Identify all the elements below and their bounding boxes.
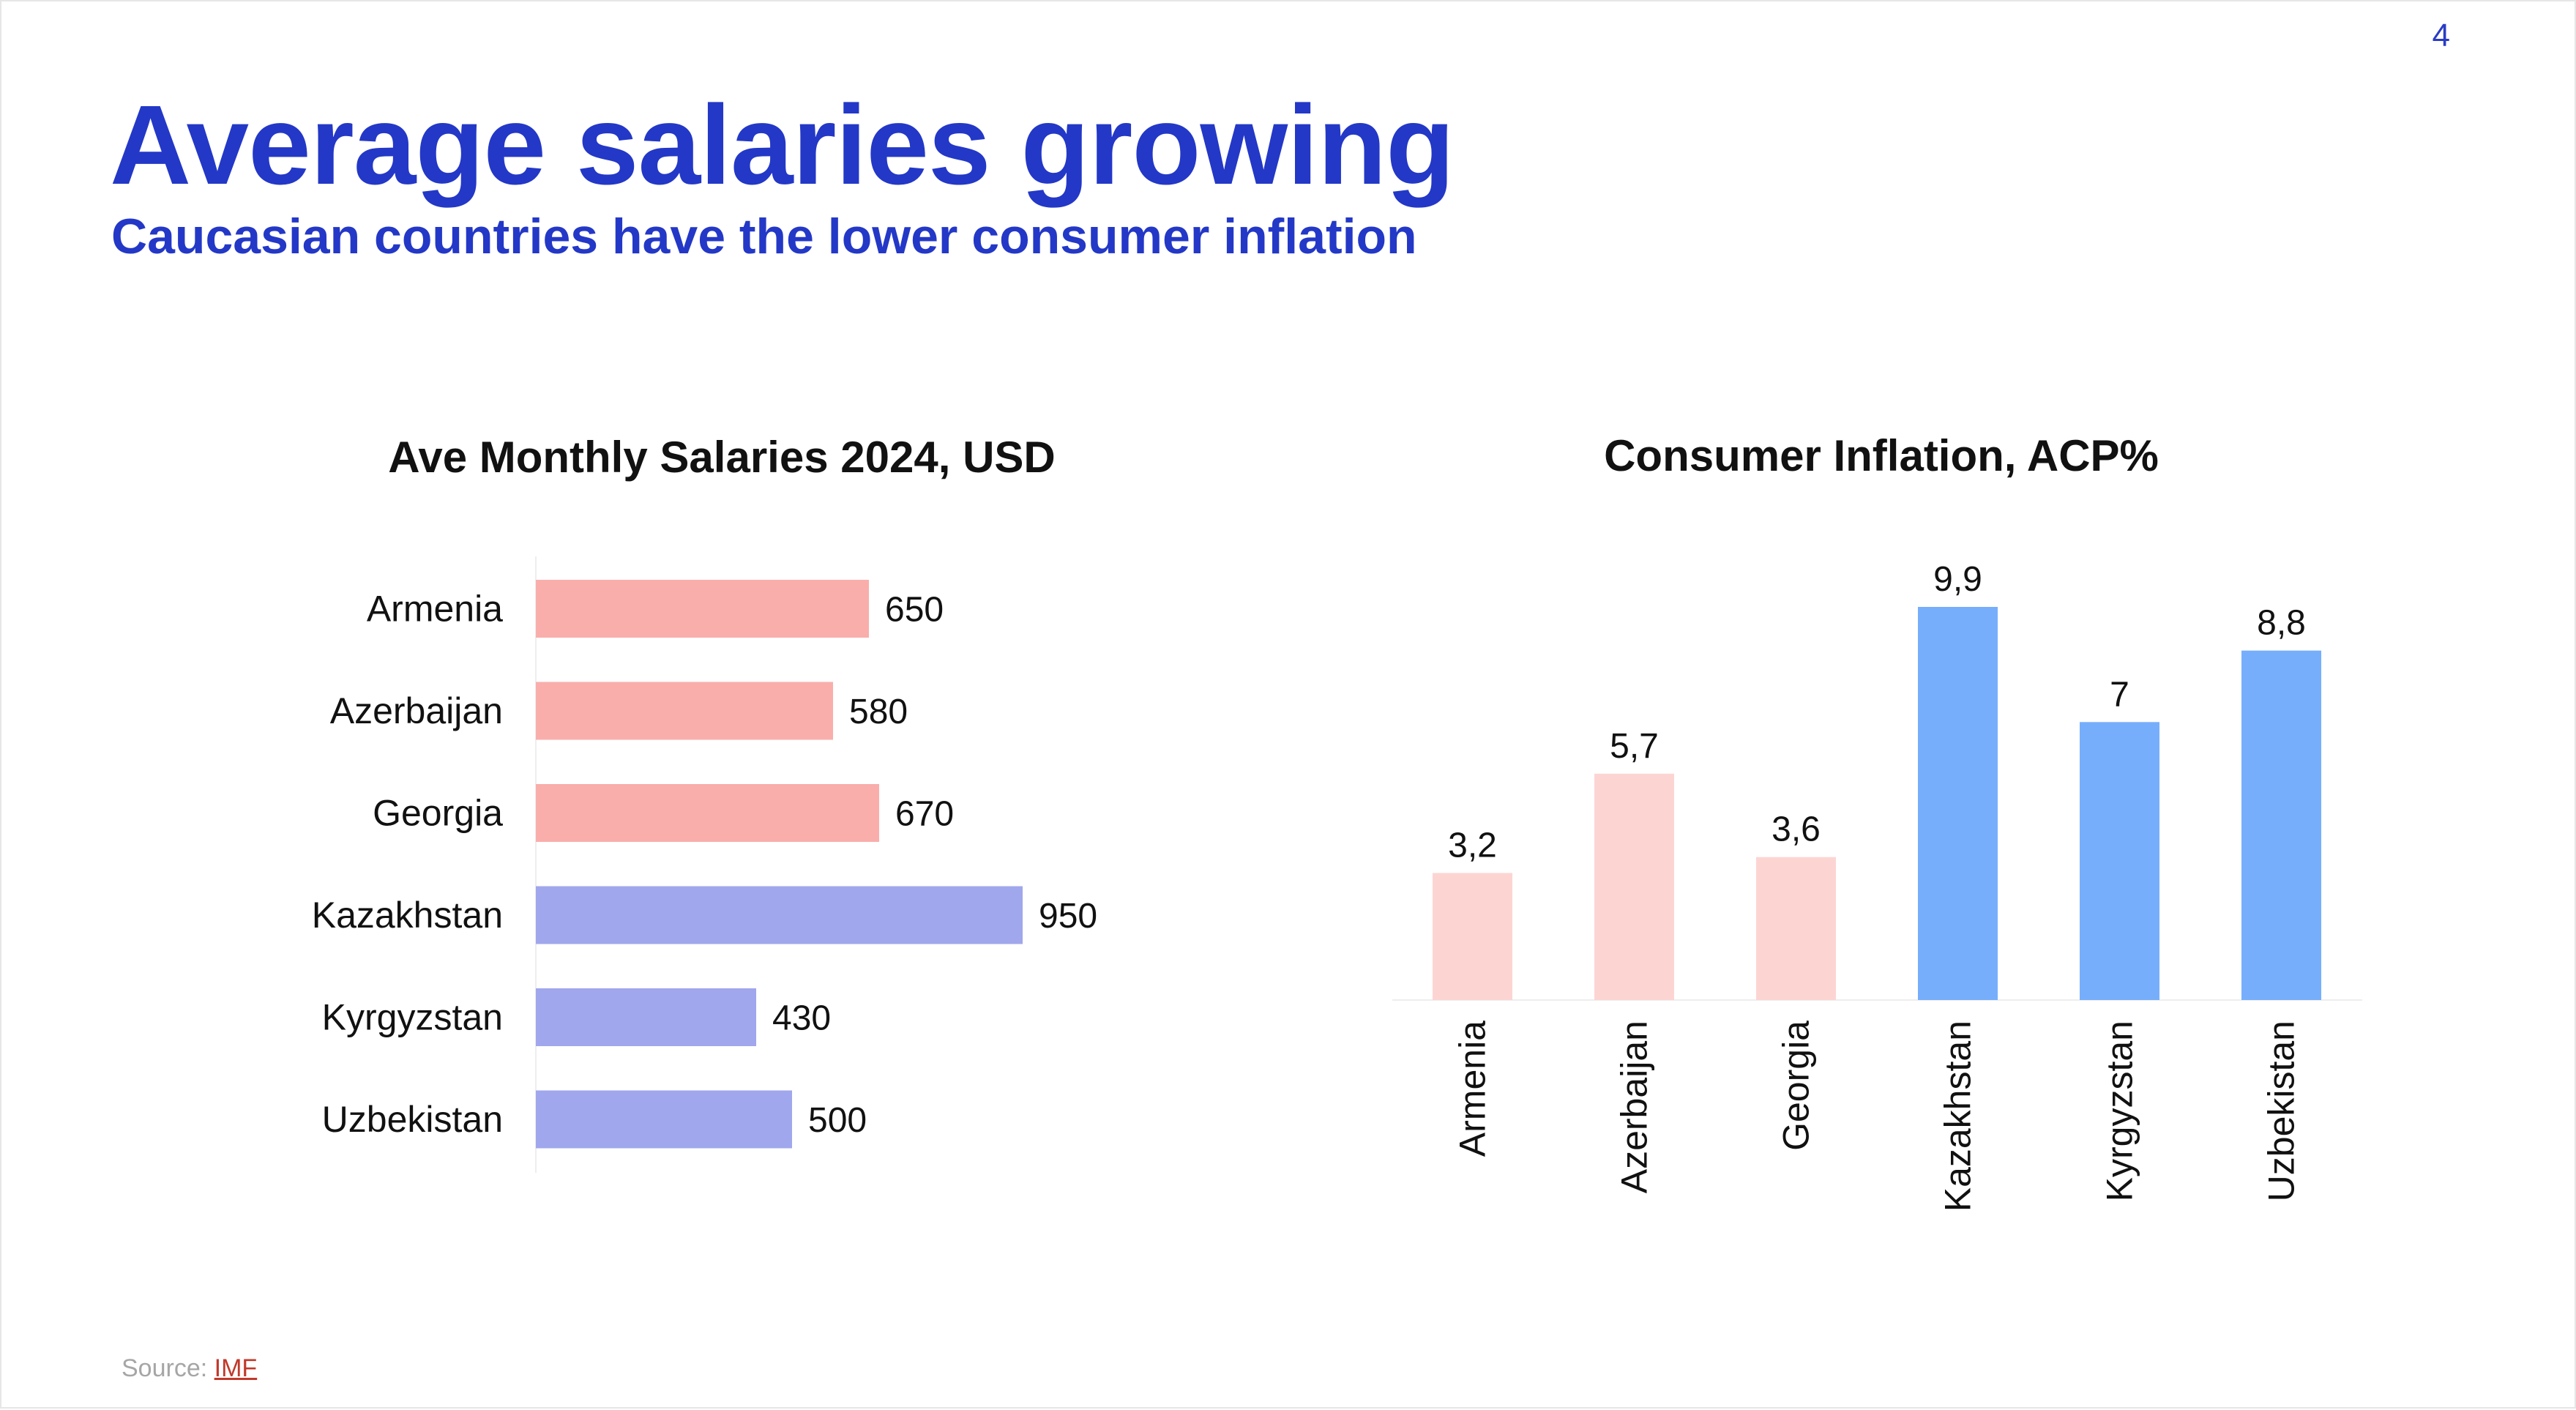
inflation-chart-title: Consumer Inflation, ACP% <box>1604 431 2159 480</box>
inflation-bar-azerbaijan <box>1594 773 1674 1000</box>
salary-bar-kyrgyzstan <box>536 988 756 1046</box>
inflation-bar-armenia <box>1433 873 1512 1000</box>
inflation-bar-kyrgyzstan <box>2080 722 2159 1000</box>
inflation-category-label-azerbaijan: Azerbaijan <box>1614 1021 1655 1193</box>
salary-bar-uzbekistan <box>536 1090 792 1149</box>
inflation-value-label-azerbaijan: 5,7 <box>1610 727 1659 766</box>
salary-chart-title: Ave Monthly Salaries 2024, USD <box>388 433 1056 482</box>
salary-category-label-kyrgyzstan: Kyrgyzstan <box>322 997 503 1038</box>
salary-category-label-kazakhstan: Kazakhstan <box>312 895 503 936</box>
source-note: Source: IMF <box>122 1354 257 1383</box>
salary-bar-armenia <box>536 580 869 638</box>
inflation-value-label-kazakhstan: 9,9 <box>1933 560 1982 599</box>
salary-category-label-georgia: Georgia <box>373 793 503 834</box>
salary-category-label-armenia: Armenia <box>367 589 503 630</box>
salary-category-label-uzbekistan: Uzbekistan <box>322 1099 503 1140</box>
salary-bar-georgia <box>536 784 879 842</box>
salary-bar-azerbaijan <box>536 682 833 740</box>
inflation-value-label-kyrgyzstan: 7 <box>2110 675 2129 714</box>
source-link[interactable]: IMF <box>214 1354 258 1382</box>
salary-value-label-armenia: 650 <box>885 591 944 630</box>
salary-value-label-kazakhstan: 950 <box>1039 897 1097 936</box>
inflation-value-label-armenia: 3,2 <box>1448 826 1497 865</box>
inflation-value-label-uzbekistan: 8,8 <box>2257 604 2306 643</box>
source-label: Source: <box>122 1354 208 1382</box>
page-number: 4 <box>2432 18 2450 53</box>
inflation-category-label-armenia: Armenia <box>1452 1021 1493 1157</box>
page-title: Average salaries growing <box>110 82 1455 208</box>
salary-value-label-azerbaijan: 580 <box>849 693 908 731</box>
inflation-bar-kazakhstan <box>1918 607 1998 1000</box>
inflation-category-label-kazakhstan: Kazakhstan <box>1938 1021 1979 1212</box>
inflation-bar-uzbekistan <box>2241 650 2321 1000</box>
page-subtitle: Caucasian countries have the lower consu… <box>111 209 1417 264</box>
inflation-bar-georgia <box>1756 857 1836 1000</box>
salary-category-label-azerbaijan: Azerbaijan <box>330 690 503 731</box>
inflation-category-label-uzbekistan: Uzbekistan <box>2261 1021 2302 1201</box>
inflation-category-label-georgia: Georgia <box>1776 1021 1817 1151</box>
salary-bar-kazakhstan <box>536 886 1023 944</box>
salary-value-label-uzbekistan: 500 <box>808 1101 867 1140</box>
salary-value-label-kyrgyzstan: 430 <box>772 999 831 1038</box>
salary-value-label-georgia: 670 <box>895 795 954 834</box>
inflation-category-label-kyrgyzstan: Kyrgyzstan <box>2099 1021 2140 1201</box>
inflation-value-label-georgia: 3,6 <box>1772 810 1821 849</box>
